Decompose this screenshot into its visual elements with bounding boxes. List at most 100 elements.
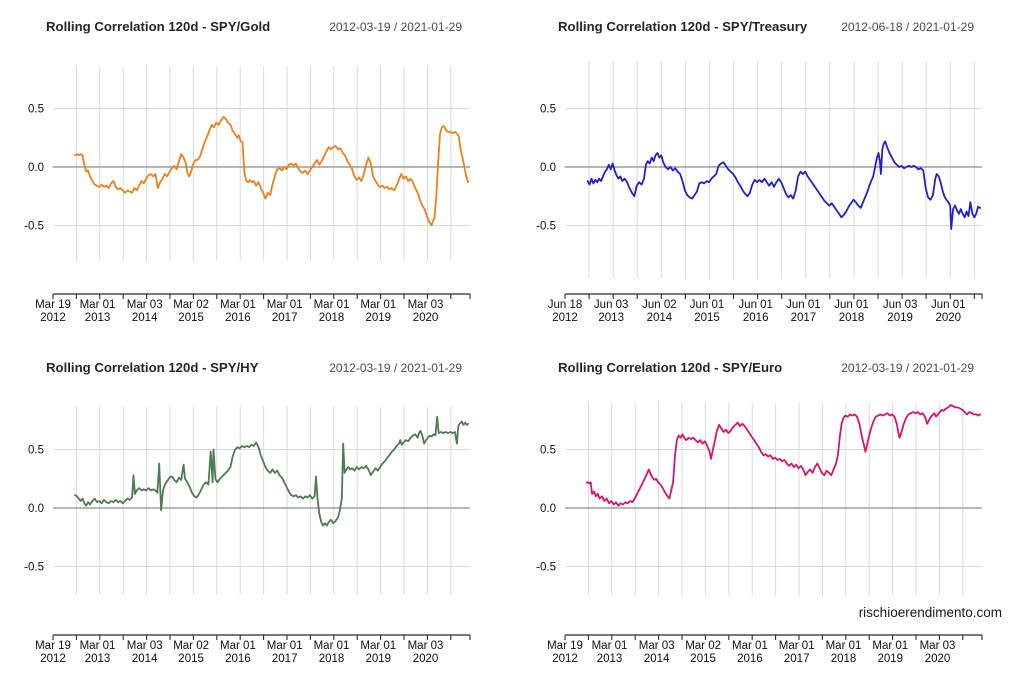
x-tick-label-year: 2015 [690,653,716,665]
x-tick-label-year: 2017 [791,312,817,324]
x-tick-label-year: 2016 [743,312,769,324]
x-tick-label-year: 2016 [737,653,763,665]
x-tick-label-year: 2020 [413,653,439,665]
x-tick-label-date: Jun 02 [642,299,677,311]
x-tick-label-year: 2012 [552,653,578,665]
x-tick-label-date: Mar 03 [127,299,163,311]
x-tick-label-date: Jun 03 [883,299,918,311]
x-tick-label-year: 2018 [839,312,865,324]
x-tick-label-year: 2014 [644,653,670,665]
x-tick-label-date: Mar 01 [872,640,908,652]
x-tick-label-year: 2016 [225,653,251,665]
x-tick-label-year: 2020 [936,312,962,324]
gridlines [565,61,982,279]
x-tick-label-date: Mar 01 [80,299,116,311]
y-tick-label: 0.5 [28,104,44,116]
x-tick-label-year: 2020 [925,653,951,665]
x-tick-label-date: Mar 03 [639,640,675,652]
x-tick-label-year: 2016 [225,312,251,324]
x-tick-label-date: Mar 01 [360,640,396,652]
x-tick-label-year: 2019 [366,312,392,324]
series-line-spy-hy [74,415,470,527]
x-tick-label-date: Mar 01 [360,299,396,311]
gridlines [53,66,470,261]
chart-panel-spy-gold: Mar 19 2012 Mar 01 2013 Mar 03 2014 Mar 02 2015… [0,0,512,341]
x-tick-label-year: 2017 [272,312,298,324]
x-tick-label-year: 2018 [831,653,857,665]
x-tick-label-year: 2014 [132,312,158,324]
x-tick-label-date: Mar 01 [779,640,815,652]
chart-panel-spy-treasury: Jun 18 2012 Jun 03 2013 Jun 02 2014 Jun 01 2015… [512,0,1024,341]
x-tick-label-date: Mar 01 [267,299,303,311]
x-tick-label-year: 2015 [178,653,204,665]
y-tick-label: 0.0 [28,503,44,515]
y-tick-label: 0.5 [540,104,556,116]
series-line-spy-treasury [586,140,982,230]
chart-title: Rolling Correlation 120d - SPY/Treasury [558,19,808,34]
chart-period: 2012-03-19 / 2021-01-29 [329,361,462,375]
x-tick-label-year: 2013 [85,653,111,665]
x-tick-label-year: 2018 [319,312,345,324]
x-tick-label-date: Mar 01 [314,299,350,311]
x-tick-label-date: Jun 01 [690,299,725,311]
x-tick-label-year: 2019 [887,312,913,324]
x-tick-label-date: Mar 02 [173,299,209,311]
x-tick-label-date: Jun 18 [548,299,583,311]
x-tick-label-year: 2019 [878,653,904,665]
y-tick-label: -0.5 [536,221,556,233]
x-tick-label-date: Mar 01 [220,640,256,652]
chart-title: Rolling Correlation 120d - SPY/Gold [46,19,270,34]
watermark: rischioerendimento.com [858,605,1002,620]
x-tick-label-date: Mar 19 [35,640,71,652]
x-tick-label-date: Jun 01 [786,299,821,311]
x-tick-label-date: Mar 02 [173,640,209,652]
y-tick-label: -0.5 [24,562,44,574]
x-tick-label-year: 2015 [178,312,204,324]
y-tick-label: 0.0 [540,503,556,515]
x-tick-label-date: Mar 03 [408,640,444,652]
x-tick-label-year: 2020 [413,312,439,324]
x-tick-label-date: Jun 01 [738,299,773,311]
x-tick-label-date: Mar 02 [685,640,721,652]
x-tick-label-year: 2012 [40,312,66,324]
x-tick-label-date: Mar 19 [547,640,583,652]
x-tick-label-date: Mar 03 [920,640,956,652]
x-tick-label-year: 2014 [647,312,673,324]
x-tick-label-year: 2019 [366,653,392,665]
series-line-spy-euro [586,404,982,507]
chart-panel-spy-hy: Mar 19 2012 Mar 01 2013 Mar 03 2014 Mar 02 2015… [0,341,512,682]
y-tick-label: 0.0 [540,162,556,174]
x-tick-label-year: 2015 [694,312,720,324]
y-tick-label: -0.5 [24,221,44,233]
x-tick-label-date: Mar 01 [220,299,256,311]
chart-title: Rolling Correlation 120d - SPY/HY [46,360,259,375]
x-tick-label-year: 2013 [597,653,623,665]
x-tick-label-date: Jun 01 [834,299,869,311]
y-tick-label: 0.5 [540,445,556,457]
x-tick-label-date: Mar 01 [267,640,303,652]
x-tick-label-year: 2013 [85,312,111,324]
x-tick-label-date: Jun 03 [594,299,629,311]
x-tick-label-date: Mar 01 [732,640,768,652]
x-tick-label-year: 2012 [552,312,578,324]
x-tick-label-year: 2017 [272,653,298,665]
gridlines [565,402,982,596]
x-tick-label-date: Mar 01 [592,640,628,652]
y-axis-labels: 0.5 0.0 -0.5 [24,445,44,574]
x-tick-label-year: 2017 [784,653,810,665]
x-tick-label-date: Mar 19 [35,299,71,311]
series-line-spy-gold [74,115,470,227]
x-tick-label-date: Jun 01 [931,299,966,311]
y-tick-label: 0.0 [28,162,44,174]
x-tick-label-date: Mar 03 [127,640,163,652]
x-tick-label-date: Mar 03 [408,299,444,311]
